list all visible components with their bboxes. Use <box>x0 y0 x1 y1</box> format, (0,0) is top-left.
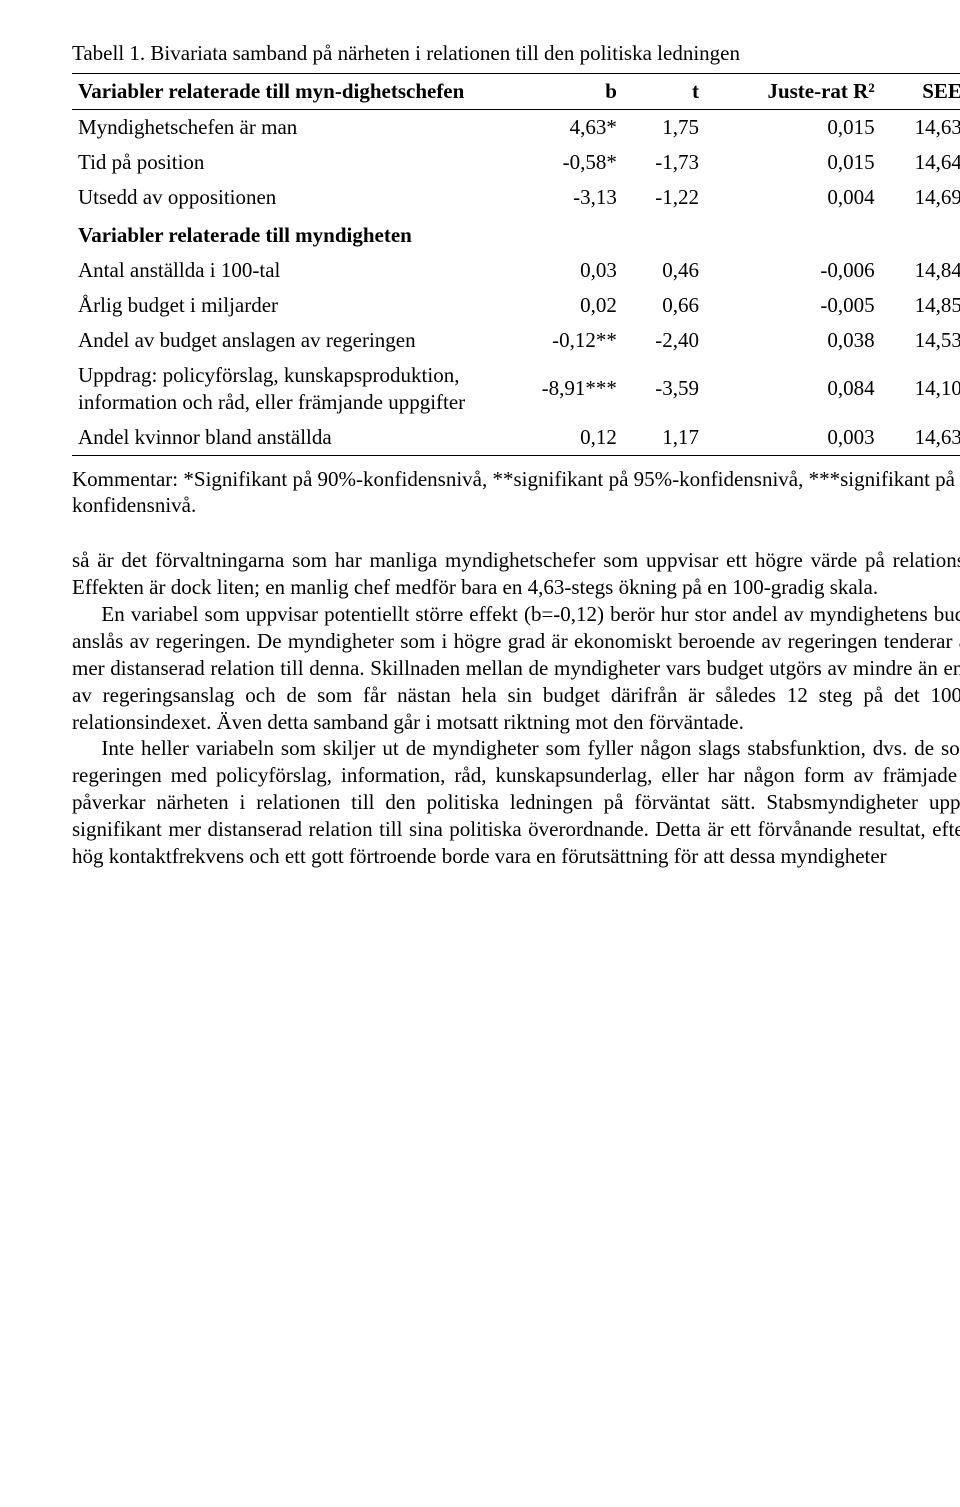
cell-t: -2,40 <box>623 323 705 358</box>
cell-b: -3,13 <box>494 180 623 215</box>
table-caption-label: Tabell 1. <box>72 41 145 65</box>
cell-see: 14,10 <box>881 358 960 420</box>
cell-t: -1,73 <box>623 145 705 180</box>
table-section-header: Variabler relaterade till myndigheten <box>72 214 960 253</box>
cell-b: -0,12** <box>494 323 623 358</box>
page-number: 425 <box>72 906 960 933</box>
table-caption-title: Bivariata samband på närheten i relation… <box>150 41 740 65</box>
section-label: Variabler relaterade till myndigheten <box>72 214 960 253</box>
cell-r2: 0,015 <box>705 145 881 180</box>
cell-see: 14,85 <box>881 288 960 323</box>
cell-r2: -0,005 <box>705 288 881 323</box>
cell-r2: 0,015 <box>705 109 881 144</box>
table-row: Årlig budget i miljarder 0,02 0,66 -0,00… <box>72 288 960 323</box>
cell-see: 14,63 <box>881 109 960 144</box>
body-paragraph: så är det förvaltningarna som har manlig… <box>72 547 960 601</box>
row-label: Andel kvinnor bland anställda <box>72 420 494 455</box>
cell-t: 0,46 <box>623 253 705 288</box>
table-row: Myndighetschefen är man 4,63* 1,75 0,015… <box>72 109 960 144</box>
cell-see: 14,64 <box>881 145 960 180</box>
cell-b: -8,91*** <box>494 358 623 420</box>
cell-r2: 0,038 <box>705 323 881 358</box>
cell-t: 1,75 <box>623 109 705 144</box>
cell-see: 14,84 <box>881 253 960 288</box>
cell-see: 14,63 <box>881 420 960 455</box>
cell-t: 0,66 <box>623 288 705 323</box>
cell-b: 0,12 <box>494 420 623 455</box>
row-label: Myndighetschefen är man <box>72 109 494 144</box>
table-row: Antal anställda i 100-tal 0,03 0,46 -0,0… <box>72 253 960 288</box>
cell-r2: 0,004 <box>705 180 881 215</box>
col-header-t: t <box>623 73 705 109</box>
row-label: Utsedd av oppositionen <box>72 180 494 215</box>
table-row: Tid på position -0,58* -1,73 0,015 14,64… <box>72 145 960 180</box>
table-row: Uppdrag: policyförslag, kunskapsprodukti… <box>72 358 960 420</box>
cell-b: -0,58* <box>494 145 623 180</box>
col-header-variables: Variabler relaterade till myn-dighetsche… <box>72 73 494 109</box>
table-row: Andel kvinnor bland anställda 0,12 1,17 … <box>72 420 960 455</box>
cell-b: 0,03 <box>494 253 623 288</box>
table-header-row: Variabler relaterade till myn-dighetsche… <box>72 73 960 109</box>
table-caption: Tabell 1. Bivariata samband på närheten … <box>72 40 960 67</box>
cell-see: 14,53 <box>881 323 960 358</box>
table-row: Andel av budget anslagen av regeringen -… <box>72 323 960 358</box>
cell-r2: 0,084 <box>705 358 881 420</box>
cell-t: 1,17 <box>623 420 705 455</box>
cell-t: -1,22 <box>623 180 705 215</box>
data-table: Variabler relaterade till myn-dighetsche… <box>72 73 960 456</box>
row-label: Andel av budget anslagen av regeringen <box>72 323 494 358</box>
cell-t: -3,59 <box>623 358 705 420</box>
row-label: Årlig budget i miljarder <box>72 288 494 323</box>
body-paragraph: Inte heller variabeln som skiljer ut de … <box>72 735 960 869</box>
body-paragraph: En variabel som uppvisar potentiellt stö… <box>72 601 960 735</box>
cell-b: 0,02 <box>494 288 623 323</box>
col-header-see: SEE <box>881 73 960 109</box>
cell-b: 4,63* <box>494 109 623 144</box>
table-row: Utsedd av oppositionen -3,13 -1,22 0,004… <box>72 180 960 215</box>
table-comment: Kommentar: *Signifikant på 90%-konfidens… <box>72 466 960 520</box>
col-header-b: b <box>494 73 623 109</box>
cell-r2: -0,006 <box>705 253 881 288</box>
row-label: Antal anställda i 100-tal <box>72 253 494 288</box>
col-header-r2: Juste-rat R² <box>705 73 881 109</box>
row-label: Tid på position <box>72 145 494 180</box>
cell-see: 14,69 <box>881 180 960 215</box>
cell-r2: 0,003 <box>705 420 881 455</box>
row-label: Uppdrag: policyförslag, kunskapsprodukti… <box>72 358 494 420</box>
